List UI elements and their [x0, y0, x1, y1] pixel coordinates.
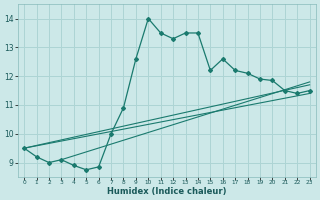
X-axis label: Humidex (Indice chaleur): Humidex (Indice chaleur) — [107, 187, 227, 196]
